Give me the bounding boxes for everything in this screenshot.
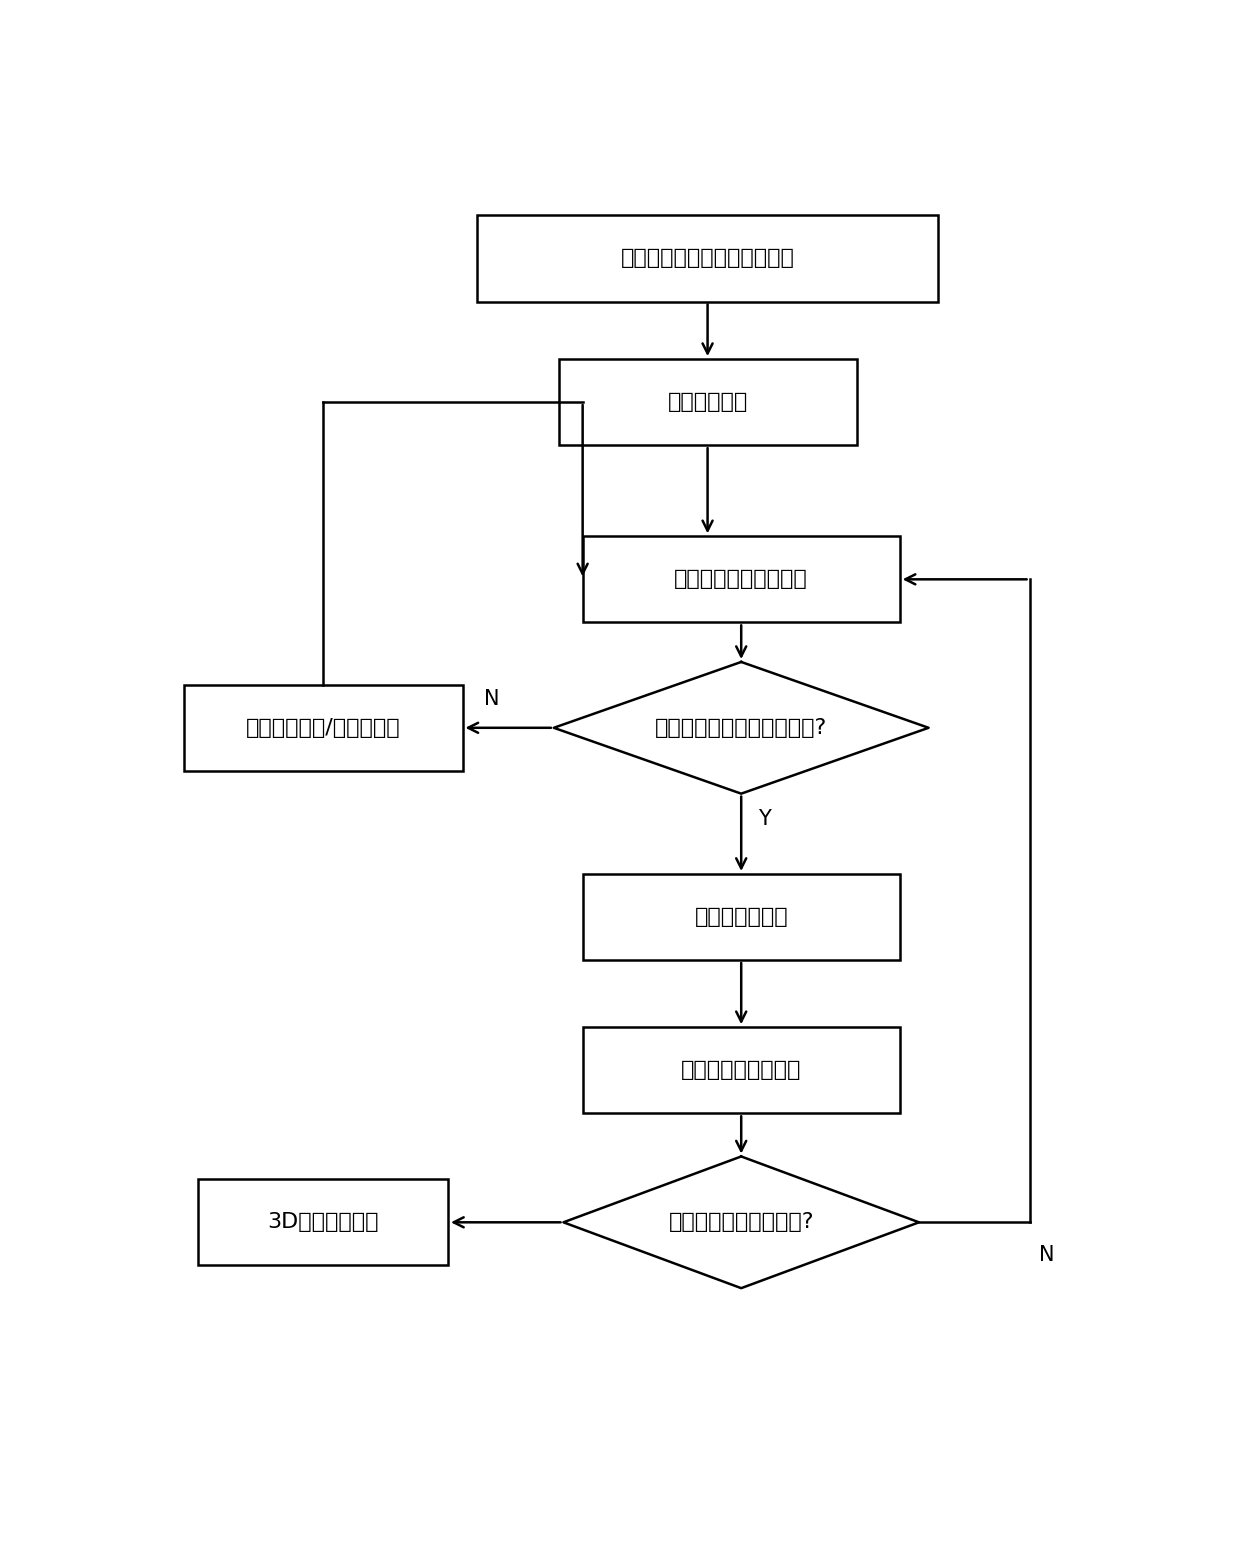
Text: 3D图像重建完成: 3D图像重建完成	[268, 1213, 379, 1232]
Text: 更改间隔时间/或再拍一张: 更改间隔时间/或再拍一张	[246, 718, 401, 737]
Text: 重建图像的次数到了吗?: 重建图像的次数到了吗?	[668, 1213, 813, 1232]
Text: 准备细胞样本: 准备细胞样本	[667, 392, 748, 412]
Text: 开始定时拍摄显微图像: 开始定时拍摄显微图像	[675, 569, 808, 589]
Text: Y: Y	[758, 809, 770, 829]
Polygon shape	[563, 1157, 919, 1288]
Bar	[477, 215, 939, 302]
Text: 调试显微镜形成纠正基准图像: 调试显微镜形成纠正基准图像	[621, 249, 795, 269]
Bar	[583, 1028, 900, 1113]
Bar	[184, 684, 463, 771]
Bar	[198, 1179, 448, 1266]
Text: 校正两视差图像: 校正两视差图像	[694, 907, 789, 927]
Text: N: N	[1039, 1244, 1054, 1264]
Text: 两视差图像进行重建: 两视差图像进行重建	[681, 1061, 801, 1081]
Bar	[558, 359, 857, 445]
Bar	[583, 874, 900, 959]
Text: N: N	[484, 689, 498, 709]
Text: 定时拍摄显微图像符合要求?: 定时拍摄显微图像符合要求?	[655, 718, 827, 737]
Polygon shape	[554, 662, 929, 793]
Bar	[583, 536, 900, 622]
